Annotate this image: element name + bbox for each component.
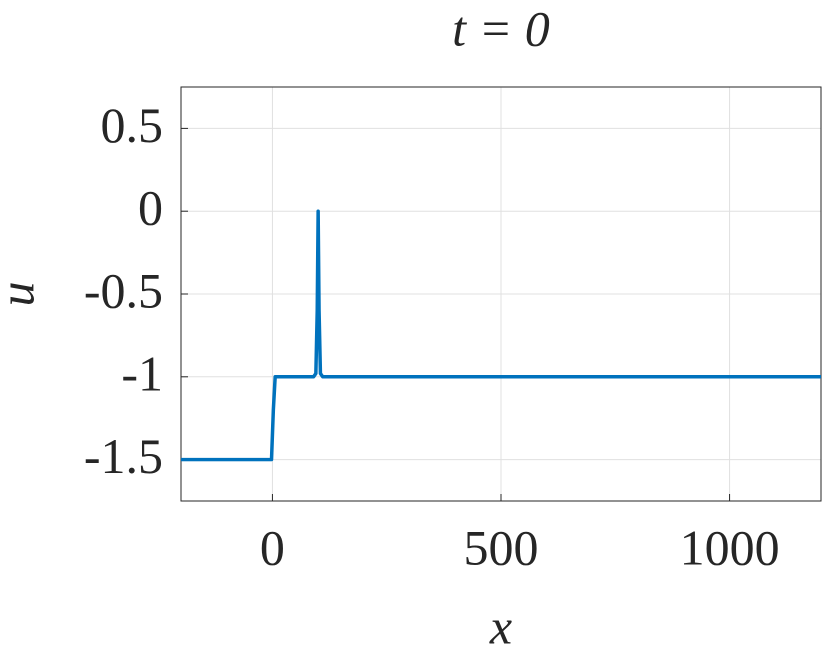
y-tick-label: -1 xyxy=(121,345,163,401)
y-axis-label: u xyxy=(0,282,44,307)
y-tick-label: 0 xyxy=(138,180,163,236)
plot-frame xyxy=(180,86,822,502)
y-tick-label: -1.5 xyxy=(84,428,163,484)
x-tick-label: 0 xyxy=(260,519,285,575)
x-axis-label: x xyxy=(489,598,512,654)
y-tick-label: 0.5 xyxy=(101,97,164,153)
x-tick-label: 500 xyxy=(464,519,539,575)
line-series xyxy=(181,211,821,459)
chart-title: t = 0 xyxy=(452,0,550,56)
x-tick-label: 1000 xyxy=(680,519,780,575)
y-tick-label: -0.5 xyxy=(84,262,163,318)
